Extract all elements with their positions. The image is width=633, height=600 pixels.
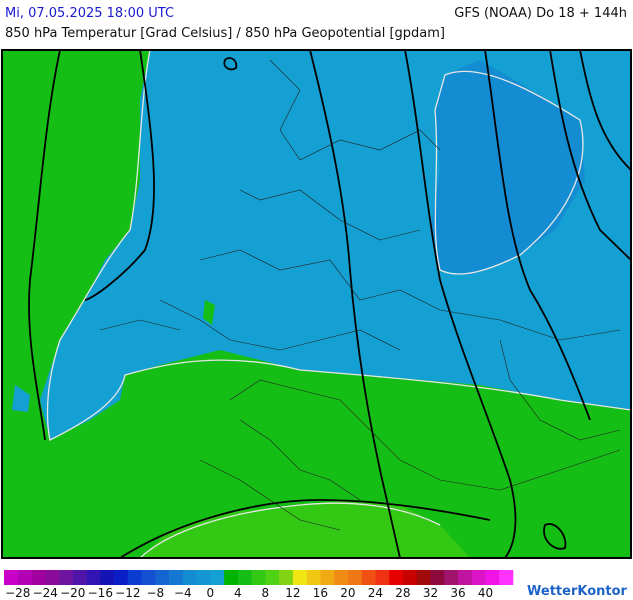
color-swatch <box>86 570 101 585</box>
colorbar-label: −16 <box>88 586 113 600</box>
colorbar-label: 16 <box>313 586 328 600</box>
datetime: Mi, 07.05.2025 18:00 UTC <box>5 6 175 21</box>
colorbar-label: −12 <box>115 586 140 600</box>
colorbar-label: −28 <box>5 586 30 600</box>
colorbar-label: 20 <box>340 586 355 600</box>
color-swatch <box>416 570 431 585</box>
color-swatch <box>182 570 197 585</box>
map-frame <box>1 49 632 559</box>
color-swatch <box>265 570 280 585</box>
colder-area <box>430 60 585 275</box>
map-field <box>2 50 631 558</box>
colorbar-label: 4 <box>234 586 242 600</box>
color-swatch <box>334 570 349 585</box>
color-swatch <box>471 570 486 585</box>
color-swatch <box>210 570 225 585</box>
colorbar: −28 −24 −20 −16 −12 −8 −4 0 4 8 12 16 20 24 28 32 36 40 <box>4 570 514 600</box>
color-swatch <box>389 570 404 585</box>
color-swatch <box>499 570 514 585</box>
color-swatch <box>17 570 32 585</box>
logo: WetterKontor <box>527 584 628 599</box>
color-swatch <box>169 570 184 585</box>
color-swatch <box>306 570 321 585</box>
colorbar-label: −24 <box>33 586 58 600</box>
color-swatch <box>320 570 335 585</box>
colorbar-label: 8 <box>262 586 270 600</box>
colorbar-label: 28 <box>395 586 410 600</box>
color-swatch <box>279 570 294 585</box>
color-swatch <box>375 570 390 585</box>
color-swatch <box>292 570 307 585</box>
warm-area <box>2 500 470 558</box>
colorbar-label: −4 <box>174 586 192 600</box>
colorbar-label: −20 <box>60 586 85 600</box>
color-swatch <box>457 570 473 585</box>
color-swatch <box>127 570 142 585</box>
color-swatch <box>155 570 170 585</box>
colorbar-label: 12 <box>285 586 300 600</box>
color-swatch <box>347 570 362 585</box>
subtitle: 850 hPa Temperatur [Grad Celsius] / 850 … <box>5 26 446 41</box>
color-swatch <box>444 570 459 585</box>
color-swatch <box>237 570 252 585</box>
color-swatch <box>100 570 115 585</box>
colorbar-label: 32 <box>423 586 438 600</box>
color-swatch <box>196 570 211 585</box>
model-info: GFS (NOAA) Do 18 + 144h <box>454 6 627 21</box>
colorbar-label: 36 <box>450 586 465 600</box>
color-swatch <box>72 570 87 585</box>
color-swatch <box>4 570 19 585</box>
color-swatch <box>45 570 60 585</box>
color-swatch <box>251 570 266 585</box>
color-swatch <box>485 570 500 585</box>
color-swatch <box>31 570 46 585</box>
colorbar-label: 24 <box>368 586 383 600</box>
color-swatch <box>361 570 376 585</box>
color-swatch <box>402 570 418 585</box>
color-swatch <box>114 570 129 585</box>
colorbar-label: 40 <box>478 586 493 600</box>
colorbar-label: −8 <box>146 586 164 600</box>
color-swatch <box>59 570 74 585</box>
color-swatch <box>224 570 239 585</box>
colorbar-label: 0 <box>207 586 215 600</box>
color-swatch <box>430 570 445 585</box>
color-swatch <box>141 570 156 585</box>
